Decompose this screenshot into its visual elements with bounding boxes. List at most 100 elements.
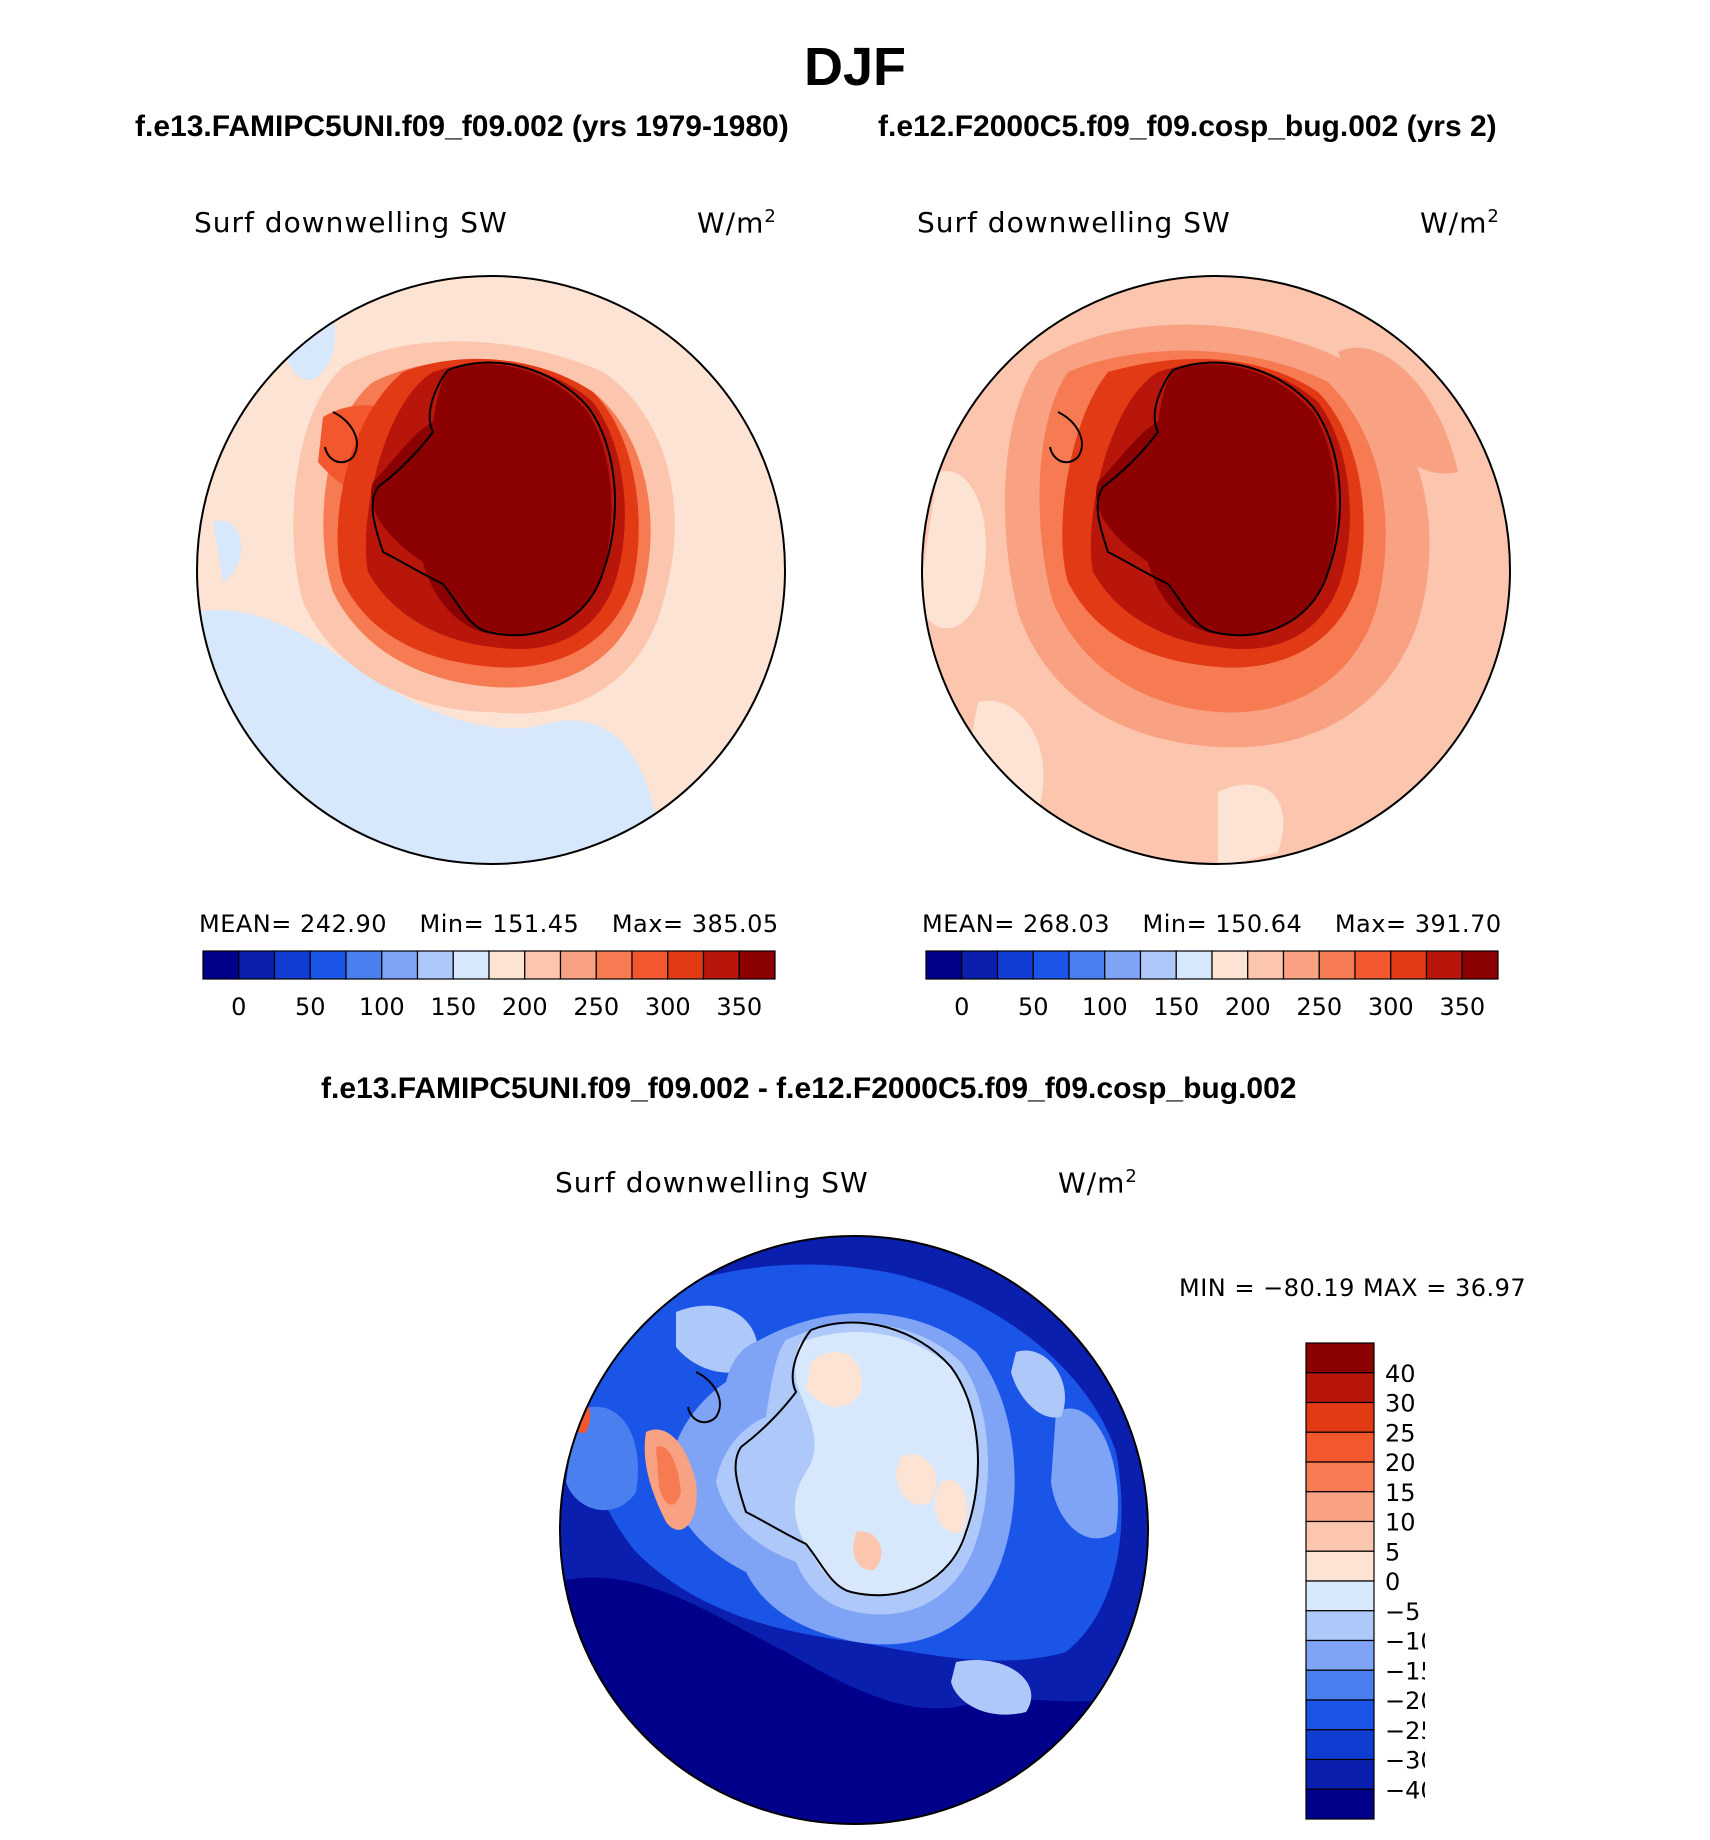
panel-1-colorbar-tick-label: 350 [716, 993, 762, 1020]
panel-1-colorbar-swatch [631, 950, 669, 980]
diff-variable-label: Surf downwelling SW [555, 1166, 869, 1199]
panel-1-colorbar-swatch [273, 950, 311, 980]
panel-2-polar-map [921, 275, 1511, 865]
panel-2-min: 150.64 [1215, 910, 1303, 938]
panel-2-units: W/m2 [1420, 206, 1500, 240]
page-title: DJF [803, 37, 906, 97]
diff-polar-map [559, 1235, 1149, 1825]
panel-2-colorbar-swatch [1104, 950, 1142, 980]
panel-1-colorbar-swatch [524, 950, 562, 980]
panel-2-colorbar-tick-label: 300 [1368, 993, 1414, 1020]
panel-1-colorbar-swatch [416, 950, 454, 980]
panel-1-colorbar-swatch [595, 950, 633, 980]
diff-minmax: MIN = −80.19 MAX = 36.97 [1179, 1274, 1527, 1302]
diff-colorbar-tick-label: 20 [1385, 1449, 1416, 1477]
diff-colorbar-swatch [1305, 1461, 1375, 1493]
diff-subtitle: f.e13.FAMIPC5UNI.f09_f09.002 - f.e12.F20… [321, 1072, 1297, 1105]
diff-colorbar-swatch [1305, 1669, 1375, 1701]
diff-colorbar-swatch [1305, 1788, 1375, 1820]
diff-colorbar-swatch [1305, 1520, 1375, 1552]
panel-2-stats: MEAN= 268.03 Min= 150.64 Max= 391.70 [922, 910, 1502, 938]
panel-1-colorbar-swatch [381, 950, 419, 980]
panel-1-colorbar-tick-label: 50 [295, 993, 326, 1020]
panel-1-mean: 242.90 [300, 910, 387, 938]
panel-1-colorbar-swatch [309, 950, 347, 980]
panel-1-polar-map [196, 275, 786, 865]
panel-1-colorbar-swatch [738, 950, 776, 980]
panel-1-colorbar-swatch [702, 950, 740, 980]
diff-colorbar-swatch [1305, 1372, 1375, 1404]
panel-2-colorbar: 0 50 100 150 200 250 300 350 [925, 950, 1499, 1020]
panel-1-units: W/m2 [697, 206, 777, 240]
diff-colorbar-swatch [1305, 1491, 1375, 1523]
panel-2-colorbar-tick-label: 50 [1018, 993, 1049, 1020]
diff-colorbar-swatch [1305, 1610, 1375, 1642]
panel-1-colorbar-tick-label: 100 [359, 993, 405, 1020]
panel-1-min: 151.45 [492, 910, 580, 938]
diff-colorbar-swatch [1305, 1580, 1375, 1612]
panel-2-colorbar-swatch [1247, 950, 1285, 980]
diff-colorbar-swatch [1305, 1550, 1375, 1582]
diff-colorbar-tick-label: 25 [1385, 1419, 1416, 1447]
panel-1-stats: MEAN= 242.90 Min= 151.45 Max= 385.05 [199, 910, 779, 938]
panel-1-colorbar-swatch [452, 950, 490, 980]
panel-1-colorbar-swatch [559, 950, 597, 980]
panel-1-colorbar-tick-label: 150 [430, 993, 476, 1020]
panel-2-colorbar-swatch [1175, 950, 1213, 980]
diff-colorbar-tick-label: −15 [1385, 1657, 1425, 1685]
diff-colorbar-tick-label: −10 [1385, 1628, 1425, 1656]
panel-2-colorbar-swatch [1282, 950, 1320, 980]
panel-1-subtitle: f.e13.FAMIPC5UNI.f09_f09.002 (yrs 1979-1… [135, 110, 789, 143]
panel-1-colorbar-tick-label: 300 [645, 993, 691, 1020]
panel-1-colorbar-swatch [488, 950, 526, 980]
panel-2-colorbar-tick-label: 150 [1153, 993, 1199, 1020]
panel-2-colorbar-swatch [1032, 950, 1070, 980]
panel-2-colorbar-swatch [1318, 950, 1356, 980]
panel-2-colorbar-swatch [961, 950, 999, 980]
diff-colorbar-tick-label: 0 [1385, 1568, 1400, 1596]
panel-1-colorbar-swatch [345, 950, 383, 980]
panel-2-colorbar-swatch [1461, 950, 1499, 980]
panel-2-colorbar-swatch [1068, 950, 1106, 980]
panel-2-colorbar-tick-label: 100 [1082, 993, 1128, 1020]
panel-1-colorbar-swatch [202, 950, 240, 980]
diff-colorbar-tick-label: 5 [1385, 1538, 1400, 1566]
panel-2-colorbar-swatch [996, 950, 1034, 980]
panel-2-colorbar-swatch [1211, 950, 1249, 980]
diff-colorbar-tick-label: −30 [1385, 1747, 1425, 1775]
panel-2-colorbar-swatch [1425, 950, 1463, 980]
panel-1-variable-label: Surf downwelling SW [194, 206, 508, 239]
diff-colorbar-swatch [1305, 1401, 1375, 1433]
diff-colorbar-tick-label: −20 [1385, 1687, 1425, 1715]
panel-1-colorbar-swatch [667, 950, 705, 980]
diff-colorbar-tick-label: −25 [1385, 1717, 1425, 1745]
panel-1-colorbar-tick-label: 200 [502, 993, 548, 1020]
panel-2-colorbar-tick-label: 200 [1225, 993, 1271, 1020]
panel-2-colorbar-swatch [1139, 950, 1177, 980]
diff-colorbar-tick-label: 30 [1385, 1390, 1416, 1418]
diff-colorbar-tick-label: −40 [1385, 1776, 1425, 1804]
diff-colorbar-swatch [1305, 1431, 1375, 1463]
diff-units: W/m2 [1058, 1166, 1138, 1200]
panel-1-colorbar-tick-label: 250 [573, 993, 619, 1020]
panel-2-colorbar-tick-label: 0 [954, 993, 969, 1020]
panel-2-subtitle: f.e12.F2000C5.f09_f09.cosp_bug.002 (yrs … [878, 110, 1497, 143]
diff-colorbar-swatch [1305, 1639, 1375, 1671]
panel-2-variable-label: Surf downwelling SW [917, 206, 1231, 239]
panel-2-colorbar-swatch [1390, 950, 1428, 980]
panel-1-max: 385.05 [691, 910, 779, 938]
diff-colorbar-swatch [1305, 1699, 1375, 1731]
diff-colorbar-tick-label: 15 [1385, 1479, 1416, 1507]
panel-2-colorbar-tick-label: 350 [1439, 993, 1485, 1020]
diff-colorbar-swatch [1305, 1729, 1375, 1761]
panel-1-colorbar-tick-label: 0 [231, 993, 246, 1020]
panel-2-colorbar-swatch [925, 950, 963, 980]
diff-colorbar-tick-label: 40 [1385, 1360, 1416, 1388]
diff-colorbar-tick-label: −5 [1385, 1598, 1420, 1626]
panel-2-max: 391.70 [1414, 910, 1502, 938]
panel-2-colorbar-swatch [1354, 950, 1392, 980]
diff-colorbar-swatch [1305, 1758, 1375, 1790]
diff-colorbar-swatch [1305, 1342, 1375, 1374]
diff-colorbar-tick-label: 10 [1385, 1509, 1416, 1537]
